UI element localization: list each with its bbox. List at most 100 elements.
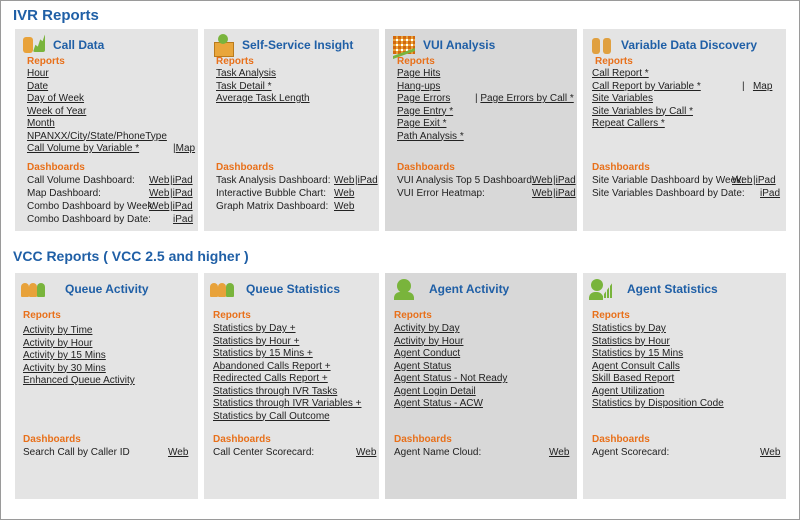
report-link-statistics-by-day[interactable]: Statistics by Day [592, 323, 666, 334]
ivr-section-title: IVR Reports [13, 7, 99, 24]
card-title: Queue Statistics [246, 282, 341, 296]
report-link-agent-status-acw[interactable]: Agent Status - ACW [394, 398, 483, 409]
report-link-statistics-by-day[interactable]: Statistics by Day + [213, 323, 296, 334]
report-link-average-task-length[interactable]: Average Task Length [216, 93, 310, 104]
report-link-call-report[interactable]: Call Report * [592, 68, 649, 79]
report-link-agent-conduct[interactable]: Agent Conduct [394, 348, 461, 359]
dashboard-row: Site Variables Dashboard by Date: iPad [592, 188, 781, 199]
report-link-call-report-by-variable[interactable]: Call Report by Variable * [592, 80, 701, 92]
report-link-agent-utilization[interactable]: Agent Utilization [592, 385, 665, 397]
card-title: Call Data [53, 38, 105, 52]
report-link-page-errors-by-call[interactable]: Page Errors by Call * [480, 93, 574, 104]
report-link-map[interactable]: Map [175, 143, 196, 154]
web-link[interactable]: Web [732, 175, 753, 186]
dashboards-label: Dashboards [397, 162, 455, 173]
report-link-activity-by-15-mins[interactable]: Activity by 15 Mins [23, 350, 106, 361]
dashboards-label: Dashboards [213, 434, 271, 445]
web-link[interactable]: Web [149, 188, 170, 199]
report-link-map[interactable]: Map [752, 80, 773, 92]
card-header: Variable Data Discovery [589, 33, 757, 57]
card-header: Queue Statistics [210, 277, 340, 301]
report-link-month[interactable]: Month [27, 118, 55, 129]
report-link-enhanced-queue-activity[interactable]: Enhanced Queue Activity [23, 375, 135, 386]
card-queue-activity: Queue Activity Reports Activity by Time … [15, 273, 198, 499]
reports-list: Statistics by Day Statistics by Hour Sta… [592, 323, 778, 411]
report-link-activity-by-hour[interactable]: Activity by Hour [23, 337, 93, 349]
reports-list: Activity by Day Activity by Hour Agent C… [394, 323, 569, 411]
report-link-agent-status-not-ready[interactable]: Agent Status - Not Ready [394, 373, 508, 384]
ipad-link[interactable]: iPad [755, 175, 776, 186]
report-link-page-hits[interactable]: Page Hits [397, 68, 441, 79]
dashboard-row: Interactive Bubble Chart: Web [216, 188, 355, 199]
people-icon [210, 278, 236, 300]
report-link-activity-by-hour[interactable]: Activity by Hour [394, 335, 464, 347]
report-link-statistics-by-15-mins[interactable]: Statistics by 15 Mins [592, 348, 684, 359]
ipad-link[interactable]: iPad [173, 214, 194, 225]
ipad-link[interactable]: iPad [172, 175, 193, 186]
report-link-activity-by-30-mins[interactable]: Activity by 30 Mins [23, 362, 106, 374]
reports-list: Task Analysis Task Detail * Average Task… [216, 68, 371, 106]
ipad-link[interactable]: iPad [357, 175, 378, 186]
web-link[interactable]: Web [334, 175, 355, 186]
report-link-date[interactable]: Date [27, 80, 49, 92]
web-link[interactable]: Web [149, 201, 170, 212]
report-link-skill-based-report[interactable]: Skill Based Report [592, 373, 675, 384]
web-link[interactable]: Web [168, 447, 189, 458]
report-link-hang-ups[interactable]: Hang-ups [397, 80, 441, 92]
report-link-agent-login-detail[interactable]: Agent Login Detail [394, 385, 476, 397]
report-link-hour[interactable]: Hour [27, 68, 49, 79]
report-link-statistics-by-call-outcome[interactable]: Statistics by Call Outcome [213, 410, 330, 422]
ipad-link[interactable]: iPad [172, 201, 193, 212]
agent-chart-icon [589, 278, 615, 300]
report-link-page-exit[interactable]: Page Exit * [397, 118, 447, 129]
report-link-task-analysis[interactable]: Task Analysis [216, 68, 277, 79]
web-link[interactable]: Web [532, 188, 553, 199]
report-link-agent-consult-calls[interactable]: Agent Consult Calls [592, 360, 680, 372]
report-link-task-detail[interactable]: Task Detail * [216, 80, 272, 92]
report-link-statistics-through-ivr-tasks[interactable]: Statistics through IVR Tasks [213, 385, 338, 397]
ipad-link[interactable]: iPad [555, 175, 576, 186]
report-link-site-variables-by-call[interactable]: Site Variables by Call * [592, 105, 693, 117]
report-link-agent-status[interactable]: Agent Status [394, 360, 452, 372]
phone-chart-icon [21, 34, 47, 56]
report-link-page-entry[interactable]: Page Entry * [397, 105, 454, 117]
box-icon [210, 34, 236, 57]
report-link-activity-by-time[interactable]: Activity by Time [23, 325, 93, 336]
dashboards-label: Dashboards [27, 162, 85, 173]
report-link-call-volume-by-variable[interactable]: Call Volume by Variable * [27, 143, 140, 154]
report-link-statistics-by-disposition-code[interactable]: Statistics by Disposition Code [592, 398, 724, 409]
web-link[interactable]: Web [334, 201, 355, 212]
report-link-site-variables[interactable]: Site Variables [592, 93, 653, 104]
dashboards-list: Search Call by Caller ID Web [23, 446, 190, 459]
report-link-statistics-by-hour[interactable]: Statistics by Hour [592, 335, 670, 347]
web-link[interactable]: Web [356, 447, 377, 458]
card-header: Call Data [21, 33, 104, 57]
ipad-link[interactable]: iPad [555, 188, 576, 199]
card-vui-analysis: VUI Analysis Reports Page Hits Hang-ups … [385, 29, 577, 231]
dashboard-row: Site Variable Dashboard by Week: Web |iPad [592, 175, 776, 186]
web-link[interactable]: Web [334, 188, 355, 199]
web-link[interactable]: Web [549, 447, 570, 458]
web-link[interactable]: Web [532, 175, 553, 186]
dashboard-row: VUI Error Heatmap: Web |iPad [397, 188, 576, 199]
report-link-statistics-through-ivr-variables[interactable]: Statistics through IVR Variables + [213, 398, 362, 409]
dashboards-list: Site Variable Dashboard by Week: Web |iPad… [592, 174, 781, 200]
ipad-link[interactable]: iPad [760, 188, 781, 199]
report-link-path-analysis[interactable]: Path Analysis * [397, 130, 464, 142]
report-link-statistics-by-15-mins[interactable]: Statistics by 15 Mins + [213, 348, 313, 359]
report-link-redirected-calls[interactable]: Redirected Calls Report + [213, 373, 328, 384]
report-link-week-of-year[interactable]: Week of Year [27, 105, 87, 117]
report-link-day-of-week[interactable]: Day of Week [27, 93, 85, 104]
report-link-repeat-callers[interactable]: Repeat Callers * [592, 118, 665, 129]
dashboard-row: Call Center Scorecard: Web [213, 447, 377, 458]
report-link-npanxx[interactable]: NPANXX/City/State/PhoneType [27, 130, 167, 142]
ipad-link[interactable]: iPad [172, 188, 193, 199]
report-link-page-errors[interactable]: Page Errors [397, 93, 451, 104]
report-link-statistics-by-hour[interactable]: Statistics by Hour + [213, 335, 300, 347]
report-link-abandoned-calls[interactable]: Abandoned Calls Report + [213, 360, 331, 372]
web-link[interactable]: Web [149, 175, 170, 186]
web-link[interactable]: Web [760, 447, 781, 458]
card-variable-data-discovery: Variable Data Discovery Reports Call Rep… [583, 29, 786, 231]
report-link-activity-by-day[interactable]: Activity by Day [394, 323, 460, 334]
